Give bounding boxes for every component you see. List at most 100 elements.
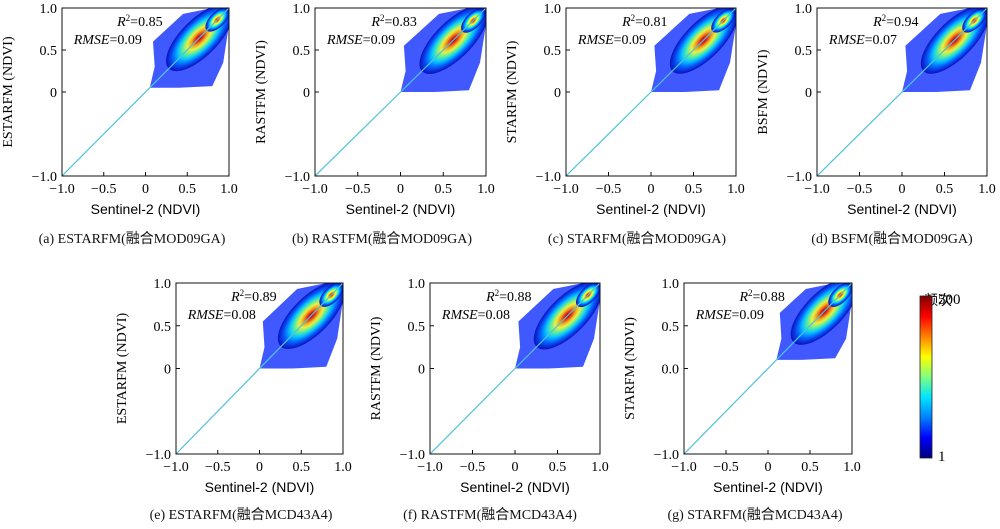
y-axis-label: ESTARFM (NDVI) [1, 36, 16, 148]
y-tick-label: 0 [805, 86, 812, 101]
one-to-one-line [315, 8, 486, 176]
x-tick-label: −1.0 [302, 182, 327, 197]
y-tick-label: 1.0 [154, 277, 172, 292]
x-tick-label: −1.0 [49, 182, 74, 197]
scatter-panel: −1.0 −0.5 0 0.5 1.0 −1.0 0 0.5 1.0 Sentinel-2 (ND… [369, 277, 609, 495]
r2-annotation: R2=0.88 [485, 288, 531, 305]
y-tick-label: 1.0 [662, 277, 680, 292]
x-tick-label: −1.0 [671, 460, 696, 475]
scatter-panel: −1.0 −0.5 0 0.5 1.0 −1.0 0 0.5 1.0 Sentinel-2 (ND… [1, 2, 238, 217]
y-tick-label: 0.5 [40, 44, 58, 59]
r2-annotation: R2=0.81 [621, 13, 667, 30]
colorbar-max-label: 500 [938, 292, 961, 308]
panel-caption: (f) RASTFM(融合MCD43A4) [403, 508, 577, 523]
y-axis-label: STARFM (NDVI) [505, 40, 520, 143]
y-tick-label: 0.5 [293, 44, 311, 59]
y-tick-label: −1.0 [654, 448, 679, 463]
panel-caption: (c) STARFM(融合MOD09GA) [547, 232, 727, 247]
y-tick-label: −1.0 [146, 448, 171, 463]
x-tick-label: 1.0 [220, 182, 238, 197]
x-tick-label: 0 [648, 182, 655, 197]
x-tick-label: 0.5 [435, 182, 453, 197]
scatter-panel: −1.0 −0.5 0 0.5 1.0 −1.0 0.0 0.5 1.0 Sentinel-2 (… [623, 277, 861, 495]
panel-caption: (a) ESTARFM(融合MOD09GA) [38, 232, 226, 247]
y-axis-label: STARFM (NDVI) [623, 317, 638, 420]
x-axis-label: Sentinel-2 (NDVI) [460, 479, 570, 495]
one-to-one-line [566, 8, 736, 176]
y-tick-label: 0.5 [544, 44, 562, 59]
x-tick-label: 1.0 [334, 460, 352, 475]
colorbar-min-label: 1 [938, 449, 946, 465]
panel-caption: (e) ESTARFM(融合MCD43A4) [149, 508, 333, 523]
x-tick-label: −1.0 [553, 182, 578, 197]
x-tick-label: 0.5 [179, 182, 197, 197]
y-tick-label: 0.5 [795, 44, 813, 59]
x-tick-label: −0.5 [345, 182, 370, 197]
x-tick-label: −0.5 [460, 460, 485, 475]
scatter-panel: −1.0 −0.5 0 0.5 1.0 −1.0 0 0.5 1.0 Sentinel-2 (ND… [115, 277, 352, 495]
panel-caption: (b) RASTFM(融合MOD09GA) [291, 232, 473, 247]
panel-caption: (g) STARFM(融合MCD43A4) [667, 508, 843, 523]
y-axis-label: RASTFM (NDVI) [369, 316, 384, 420]
y-tick-label: 1.0 [544, 2, 562, 17]
y-tick-label: 1.0 [293, 2, 311, 17]
x-axis-label: Sentinel-2 (NDVI) [346, 201, 456, 217]
scatter-panel: −1.0 −0.5 0 0.5 1.0 −1.0 0 0.5 1.0 Sentinel-2 (ND… [254, 2, 495, 217]
y-tick-label: −1.0 [32, 170, 57, 185]
y-tick-label: 0 [164, 363, 171, 378]
rmse-annotation: RMSE=0.09 [73, 33, 142, 48]
x-tick-label: 0 [256, 460, 263, 475]
rmse-annotation: RMSE=0.09 [577, 33, 646, 48]
x-tick-label: −0.5 [205, 460, 230, 475]
rmse-annotation: RMSE=0.09 [695, 308, 764, 323]
one-to-one-line [684, 283, 852, 454]
one-to-one-line [176, 283, 343, 454]
one-to-one-line [817, 8, 987, 176]
panel-caption: (d) BSFM(融合MOD09GA) [811, 232, 973, 247]
x-tick-label: −1.0 [163, 460, 188, 475]
x-axis-label: Sentinel-2 (NDVI) [596, 201, 706, 217]
y-tick-label: 0 [418, 363, 425, 378]
x-tick-label: 0.5 [801, 460, 819, 475]
y-tick-label: 0.5 [154, 320, 172, 335]
x-tick-label: 0 [765, 460, 772, 475]
x-tick-label: −0.5 [713, 460, 738, 475]
y-tick-label: −1.0 [536, 170, 561, 185]
r2-annotation: R2=0.88 [738, 288, 784, 305]
x-tick-label: 1.0 [978, 182, 996, 197]
x-tick-label: 0.5 [549, 460, 567, 475]
x-tick-label: 1.0 [727, 182, 745, 197]
x-tick-label: 1.0 [843, 460, 861, 475]
x-tick-label: −1.0 [804, 182, 829, 197]
one-to-one-line [430, 283, 600, 454]
y-tick-label: 0 [554, 86, 561, 101]
y-tick-label: 1.0 [40, 2, 58, 17]
x-tick-label: −0.5 [847, 182, 872, 197]
y-tick-label: −1.0 [285, 170, 310, 185]
x-tick-label: 1.0 [591, 460, 609, 475]
x-axis-label: Sentinel-2 (NDVI) [847, 201, 957, 217]
x-tick-label: −1.0 [417, 460, 442, 475]
y-tick-label: 0.5 [408, 320, 426, 335]
y-tick-label: 0.0 [662, 363, 680, 378]
y-tick-label: 0 [303, 86, 310, 101]
x-tick-label: 0.5 [685, 182, 703, 197]
y-tick-label: 0 [50, 86, 57, 101]
x-tick-label: 0 [397, 182, 404, 197]
y-tick-label: 1.0 [408, 277, 426, 292]
x-tick-label: 0 [142, 182, 149, 197]
x-tick-label: 0.5 [293, 460, 311, 475]
x-tick-label: 0.5 [936, 182, 954, 197]
x-tick-label: 0 [899, 182, 906, 197]
x-axis-label: Sentinel-2 (NDVI) [205, 479, 315, 495]
scatter-panel: −1.0 −0.5 0 0.5 1.0 −1.0 0 0.5 1.0 Sentinel-2 (ND… [756, 2, 996, 217]
y-axis-label: ESTARFM (NDVI) [115, 313, 130, 425]
x-tick-label: 1.0 [477, 182, 495, 197]
r2-annotation: R2=0.89 [230, 288, 276, 305]
r2-annotation: R2=0.85 [116, 13, 162, 30]
colorbar-gradient [919, 295, 933, 459]
r2-annotation: R2=0.94 [872, 13, 918, 30]
y-tick-label: −1.0 [400, 448, 425, 463]
scatter-panel: −1.0 −0.5 0 0.5 1.0 −1.0 0 0.5 1.0 Sentinel-2 (ND… [505, 2, 745, 217]
